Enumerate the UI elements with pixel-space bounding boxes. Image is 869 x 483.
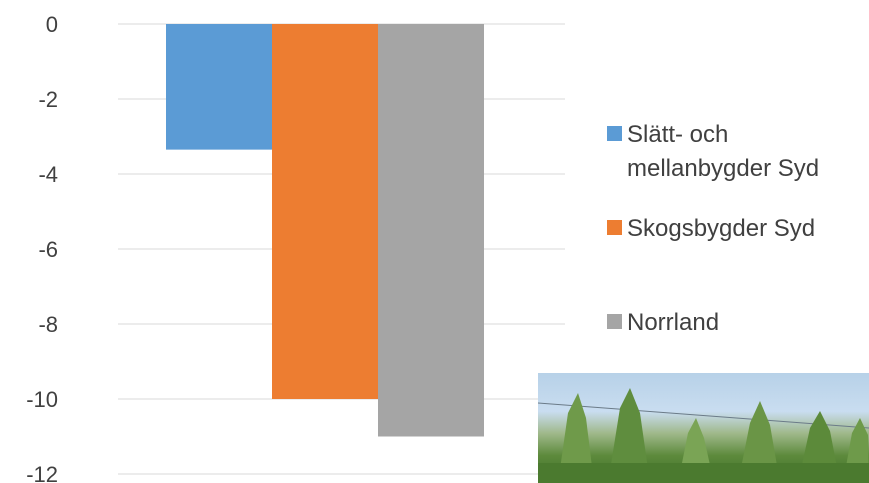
legend-swatch-norrland xyxy=(607,314,622,329)
y-tick-label: -8 xyxy=(38,312,58,337)
y-tick-label: -2 xyxy=(38,87,58,112)
tree-plantation-photo xyxy=(538,373,869,483)
bar-3 xyxy=(378,24,484,437)
photo-illustration xyxy=(538,388,869,483)
legend-item-slatt: Slätt- och mellanbygder Syd xyxy=(607,118,867,186)
legend-swatch-slatt xyxy=(607,126,622,141)
legend-label-norrland: Norrland xyxy=(627,309,720,336)
tree-shape xyxy=(558,393,594,483)
y-tick-label: -4 xyxy=(38,162,58,187)
y-tick-label: -6 xyxy=(38,237,58,262)
legend-label-slatt: Slätt- och mellanbygder Syd xyxy=(627,121,820,182)
legend-swatch-skogsbygder xyxy=(607,220,622,235)
ground xyxy=(538,463,869,483)
y-axis-tick-labels: 0 -2 -4 -6 -8 -10 -12 xyxy=(26,12,58,483)
tree-shape xyxy=(738,401,780,483)
bar-1 xyxy=(166,24,272,150)
legend-label-skogsbygder: Skogsbygder Syd xyxy=(627,215,816,242)
legend-item-norrland: Norrland xyxy=(607,306,719,340)
bars xyxy=(166,24,484,437)
tree-shape xyxy=(608,388,650,483)
legend-item-skogsbygder: Skogsbygder Syd xyxy=(607,212,815,246)
y-tick-label: -12 xyxy=(26,462,58,483)
y-tick-label: -10 xyxy=(26,387,58,412)
y-tick-label: 0 xyxy=(46,12,58,37)
bar-2 xyxy=(272,24,378,399)
